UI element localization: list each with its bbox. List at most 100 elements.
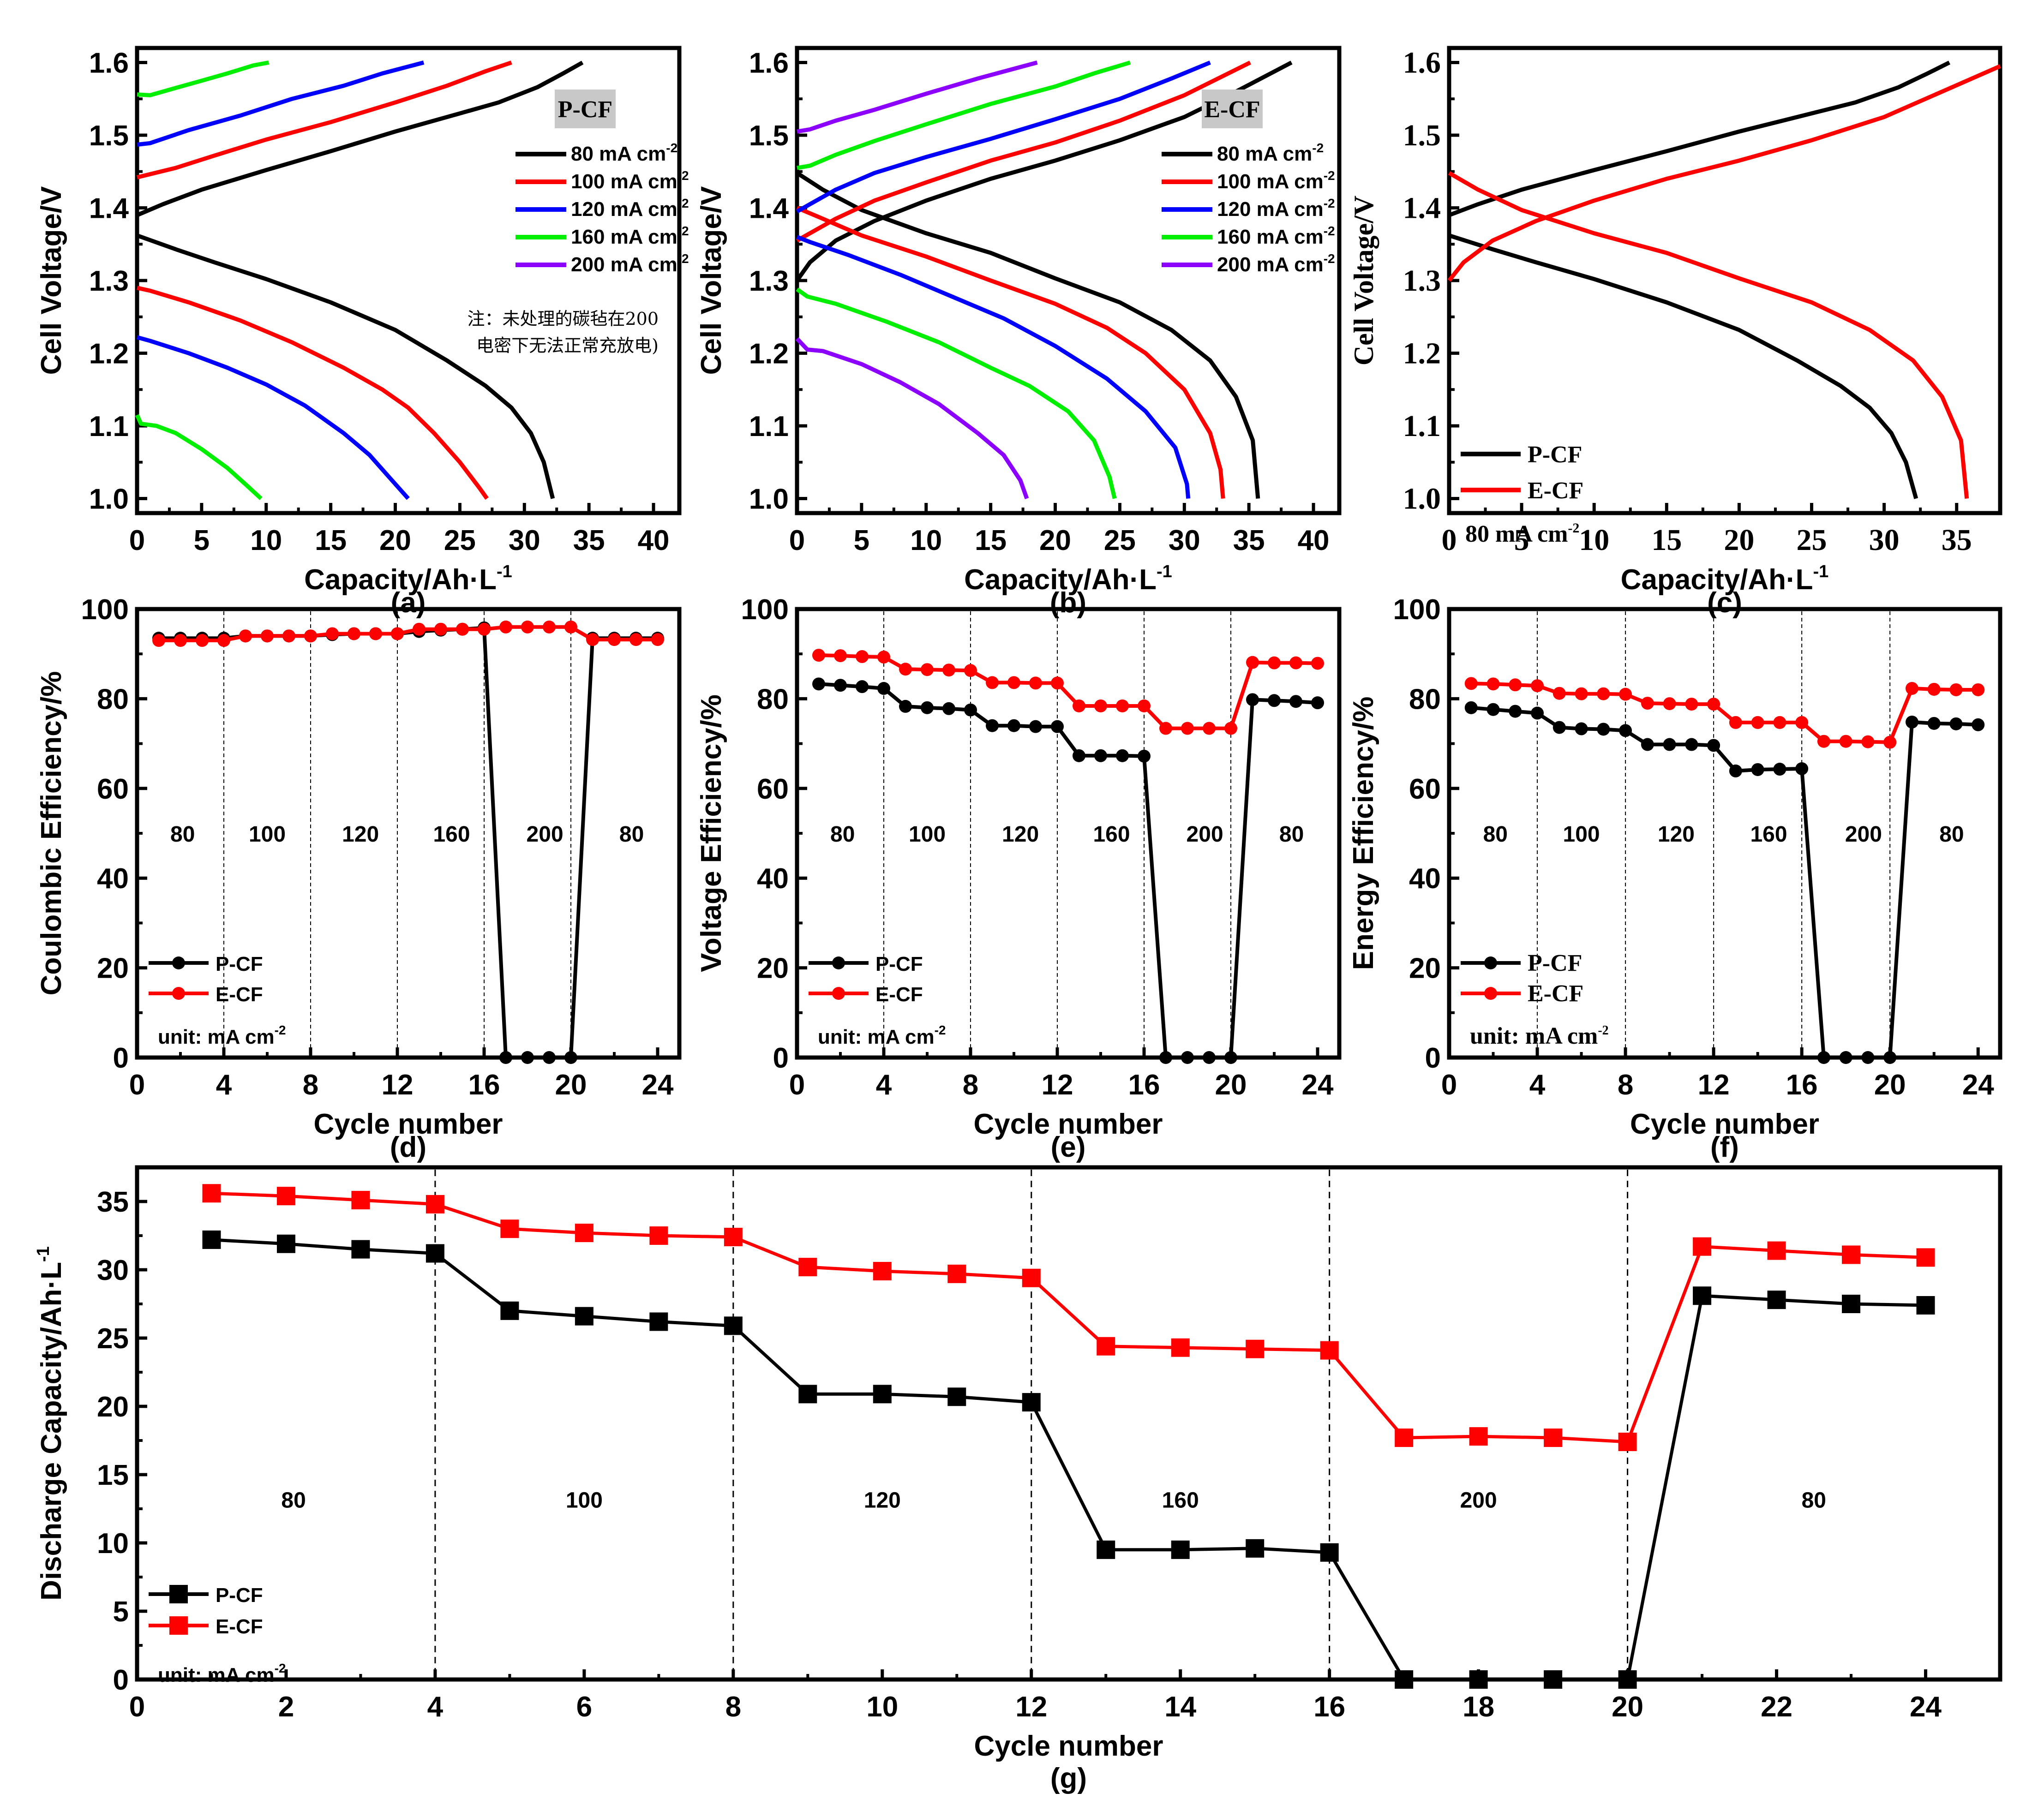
y-tick-label: 0 — [113, 1042, 129, 1074]
data-point-E-CF — [1795, 716, 1809, 729]
data-point-E-CF — [1972, 683, 1985, 696]
data-point-P-CF — [1685, 738, 1698, 751]
rate-region-label: 160 — [433, 822, 470, 847]
y-tick-label: 20 — [1409, 953, 1441, 985]
data-point-P-CF — [1138, 749, 1151, 763]
charge-curve-80-mA-cm-2 — [136, 60, 584, 217]
data-point-P-CF — [1171, 1540, 1190, 1559]
data-point-P-CF — [947, 1387, 966, 1406]
legend-title: P-CF — [558, 96, 612, 123]
x-tick-label: 30 — [1169, 525, 1200, 556]
discharge-curve-160-mA-cm-2 — [135, 414, 263, 500]
data-point-E-CF — [1619, 687, 1632, 701]
legend-item-label: 80 mA cm — [1217, 143, 1312, 165]
data-point-E-CF — [649, 1226, 668, 1245]
data-point-E-CF — [1509, 678, 1522, 692]
data-point-E-CF — [1073, 699, 1085, 712]
panel-label: (g) — [1050, 1763, 1087, 1794]
annotation-text: unit: mA cm — [818, 1026, 935, 1048]
x-axis-title-text: Cycle number — [974, 1730, 1163, 1762]
data-point-E-CF — [1531, 679, 1544, 693]
discharge-curve-E-CF — [1448, 171, 1969, 499]
x-axis-title-sup: -1 — [497, 562, 512, 581]
y-tick-label: 0 — [773, 1042, 789, 1074]
legend-item: P-CF — [216, 1584, 263, 1607]
data-point-P-CF — [873, 1385, 892, 1404]
y-tick-label: 25 — [97, 1323, 129, 1355]
legend-item: P-CF — [875, 953, 923, 975]
legend-item: 100 mA cm-2 — [571, 168, 689, 193]
data-point-E-CF — [304, 629, 317, 643]
data-point-P-CF — [1552, 721, 1566, 734]
y-tick-label: 60 — [97, 773, 129, 805]
data-point-P-CF — [202, 1230, 221, 1249]
y-tick-label: 1.5 — [89, 120, 129, 152]
data-point-E-CF — [1544, 1428, 1563, 1447]
data-point-P-CF — [1311, 696, 1324, 710]
data-point-E-CF — [1094, 699, 1107, 712]
annotation-unit: unit: mA cm-2 — [158, 1023, 286, 1048]
x-tick-label: 20 — [1724, 523, 1754, 557]
y-tick-label: 40 — [757, 863, 789, 895]
data-point-E-CF — [586, 633, 599, 646]
legend-item: 160 mA cm-2 — [571, 224, 689, 248]
data-point-E-CF — [1224, 722, 1237, 735]
data-point-E-CF — [174, 634, 187, 647]
data-point-E-CF — [351, 1191, 370, 1210]
discharge-curve-80-mA-cm-2 — [136, 233, 555, 499]
rate-region-label: 80 — [1939, 822, 1964, 847]
data-point-E-CF — [1707, 698, 1720, 711]
data-point-E-CF — [521, 620, 534, 634]
data-point-E-CF — [1051, 676, 1064, 690]
data-point-E-CF — [1464, 677, 1478, 690]
y-tick-label: 10 — [97, 1528, 129, 1560]
x-tick-label: 10 — [1579, 523, 1609, 557]
legend-marker — [1484, 987, 1497, 1000]
y-tick-label: 1.0 — [89, 484, 129, 515]
legend-marker — [832, 956, 845, 969]
x-axis-title-text: Cycle number — [973, 1108, 1163, 1140]
data-point-P-CF — [1029, 720, 1042, 733]
data-point-P-CF — [921, 701, 934, 714]
series-line-P-CF — [211, 1238, 1926, 1681]
rate-region-label: 120 — [1658, 822, 1695, 847]
y-tick-label: 5 — [113, 1596, 129, 1628]
data-point-E-CF — [261, 629, 274, 643]
x-tick-label: 15 — [315, 525, 347, 556]
data-point-E-CF — [1159, 722, 1172, 735]
y-tick-label: 1.5 — [749, 120, 789, 152]
x-axis-title: Cycle number — [313, 1108, 503, 1140]
data-point-E-CF — [1693, 1237, 1712, 1256]
charge-curve-160-mA-cm-2 — [137, 60, 270, 97]
data-point-P-CF — [1469, 1670, 1488, 1689]
data-point-E-CF — [1246, 656, 1259, 669]
y-axis-title-text: Cell Voltage/V — [1349, 196, 1379, 365]
x-tick-label: 15 — [975, 525, 1007, 556]
charge-curve-P-CF — [1448, 60, 1951, 217]
y-axis-title-text: Cell Voltage/V — [695, 186, 727, 375]
annotation-unit: unit: mA cm-2 — [158, 1661, 286, 1686]
series-line-E-CF — [1471, 681, 1978, 744]
data-point-P-CF — [499, 1051, 512, 1064]
x-tick-label: 0 — [789, 525, 805, 556]
legend-item-label: 120 mA cm — [571, 198, 677, 221]
annotation-text: unit: mA cm — [158, 1026, 275, 1048]
data-point-P-CF — [1575, 722, 1588, 735]
x-tick-label: 2 — [278, 1691, 294, 1723]
legend-item-sup: -2 — [666, 141, 677, 155]
y-tick-label: 1.4 — [89, 193, 129, 225]
data-point-E-CF — [282, 629, 295, 643]
y-axis-title-text: Cell Voltage/V — [36, 186, 67, 375]
x-tick-label: 35 — [1233, 525, 1265, 556]
y-tick-label: 30 — [97, 1255, 129, 1286]
data-point-E-CF — [1487, 677, 1500, 691]
legend-marker — [169, 1616, 188, 1635]
data-point-P-CF — [877, 682, 890, 695]
x-tick-label: 8 — [963, 1069, 978, 1101]
series-line-E-CF — [818, 653, 1318, 730]
data-point-E-CF — [391, 627, 404, 640]
x-tick-label: 4 — [216, 1069, 232, 1101]
data-point-E-CF — [1007, 676, 1020, 689]
y-tick-label: 100 — [741, 594, 789, 626]
rate-region-label: 100 — [909, 822, 946, 847]
